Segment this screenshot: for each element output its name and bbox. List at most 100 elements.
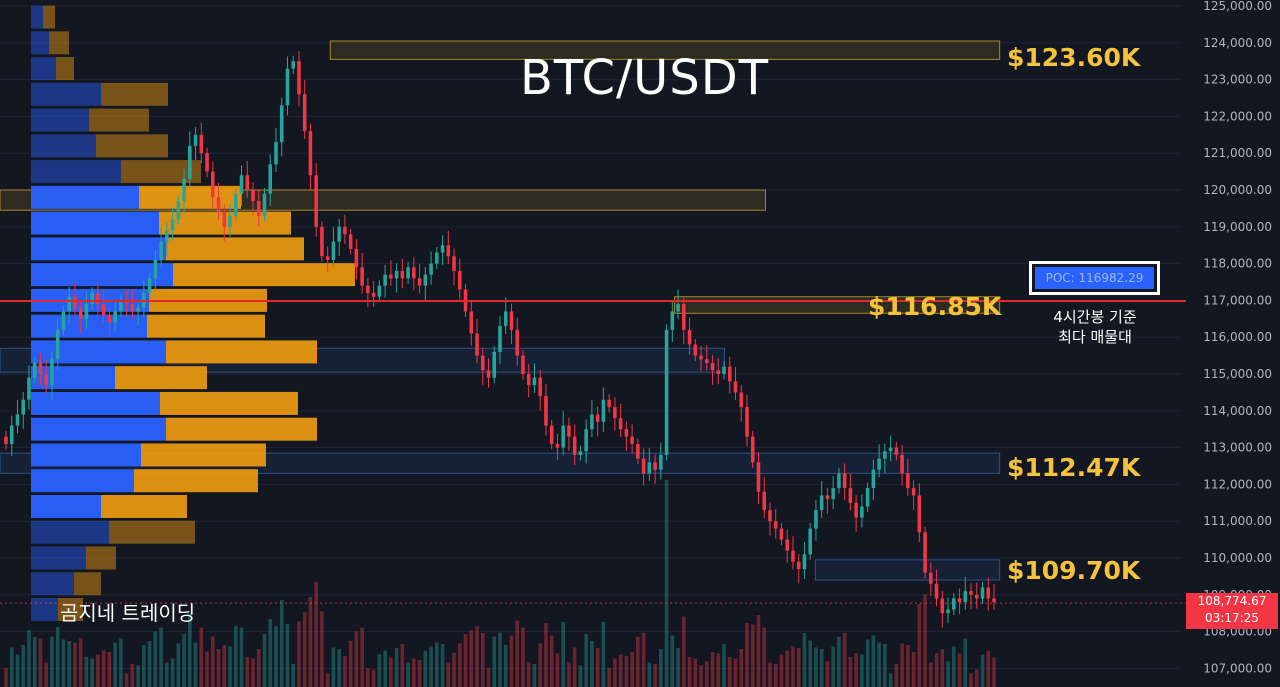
candle-body	[78, 307, 83, 319]
poc-label-box: POC: 116982.29	[1029, 261, 1160, 295]
candle-body	[607, 399, 611, 408]
volume-bar	[733, 658, 738, 687]
watermark: 곰지네 트레이딩	[60, 601, 196, 625]
volume-bar	[848, 657, 853, 687]
volume-bar	[78, 638, 83, 687]
volume-profile-sell-bar	[89, 108, 149, 132]
volume-profile-buy-bar	[31, 494, 101, 518]
candle-body	[15, 414, 20, 426]
volume-bar	[417, 660, 422, 687]
candle-body	[750, 436, 755, 463]
candle-body	[515, 329, 520, 356]
volume-profile-sell-bar	[86, 546, 116, 570]
volume-bar	[314, 582, 318, 687]
volume-bar	[802, 633, 807, 687]
volume-bar	[308, 597, 313, 687]
current-price: 108,774.67	[1197, 594, 1267, 608]
candle-body	[837, 473, 841, 489]
volume-profile-sell-bar	[139, 185, 241, 209]
volume-bar	[561, 622, 565, 687]
volume-bar	[762, 627, 767, 687]
level-label-109-70k: $109.70K	[1007, 556, 1141, 585]
candle-body	[906, 473, 910, 489]
volume-profile-sell-bar	[109, 520, 195, 544]
candle-body	[4, 436, 8, 444]
level-label-112-47k: $112.47K	[1007, 453, 1141, 482]
candle-body	[268, 164, 273, 194]
candle-body	[883, 451, 887, 459]
candle-body	[130, 304, 135, 312]
volume-bar	[992, 657, 996, 687]
volume-bar	[383, 650, 387, 687]
candle-body	[440, 245, 445, 253]
candle-body	[251, 190, 255, 202]
volume-bar	[147, 641, 152, 687]
volume-bar	[119, 638, 123, 687]
volume-bar	[549, 635, 554, 687]
candle-body	[986, 587, 991, 599]
y-tick-label: 107,000.00	[1203, 661, 1272, 675]
candle-body	[492, 351, 497, 378]
candle-body	[371, 293, 376, 297]
volume-bar	[670, 635, 675, 687]
volume-bar	[348, 641, 353, 687]
volume-bar	[595, 648, 600, 687]
volume-bar	[285, 624, 290, 687]
candle-body	[452, 256, 456, 271]
candle-body	[50, 359, 54, 386]
volume-bar	[727, 657, 732, 687]
volume-bar	[101, 650, 106, 687]
volume-bar	[486, 668, 491, 687]
candle-body	[929, 572, 933, 584]
volume-bar	[567, 662, 571, 687]
candle-body	[567, 425, 571, 437]
volume-bar	[894, 664, 899, 687]
candle-body	[285, 68, 290, 106]
volume-bar	[503, 645, 508, 687]
volume-bar	[814, 647, 818, 687]
volume-bar	[952, 646, 956, 687]
volume-bar	[15, 654, 20, 687]
volume-profile-sell-bar	[166, 340, 317, 364]
volume-bar	[320, 611, 324, 687]
chart-title: BTC/USDT	[520, 50, 770, 106]
candle-body	[377, 285, 382, 297]
candle-body	[84, 304, 89, 319]
candle-body	[739, 392, 744, 408]
candle-body	[90, 293, 94, 305]
volume-bar	[279, 600, 284, 687]
volume-bar	[791, 646, 795, 687]
current-price-badge[interactable]: 108,774.67 03:17:25	[1186, 593, 1278, 629]
volume-bar	[302, 612, 307, 687]
candle-body	[860, 506, 864, 518]
volume-bar	[544, 623, 548, 687]
candle-body	[400, 270, 405, 279]
volume-profile-sell-bar	[160, 391, 298, 415]
volume-bar	[929, 662, 933, 687]
volume-bar	[325, 673, 330, 687]
volume-profile-buy-bar	[31, 572, 74, 596]
volume-bar	[630, 652, 634, 687]
volume-bar	[21, 645, 26, 687]
volume-bar	[429, 646, 433, 687]
volume-bar	[27, 630, 31, 687]
volume-bar	[722, 644, 726, 687]
volume-bar	[498, 632, 502, 687]
volume-bar	[199, 627, 204, 687]
candle-body	[969, 591, 973, 595]
volume-profile-sell-bar	[58, 598, 83, 622]
candle-body	[664, 329, 669, 455]
volume-profile-sell-bar	[115, 366, 207, 390]
volume-bar	[291, 664, 295, 687]
y-tick-label: 118,000.00	[1203, 257, 1272, 271]
candle-body	[205, 153, 209, 172]
candle-body	[147, 278, 152, 294]
price-axis[interactable]: 125,000.00 124,000.00 123,000.00 122,000.00…	[1203, 0, 1272, 675]
volume-bar	[55, 627, 60, 687]
volume-bar	[923, 594, 927, 687]
volume-bar	[819, 649, 824, 687]
volume-bar	[865, 639, 870, 687]
candle-body	[101, 304, 106, 316]
candle-body	[193, 134, 198, 146]
volume-bar	[337, 649, 341, 687]
